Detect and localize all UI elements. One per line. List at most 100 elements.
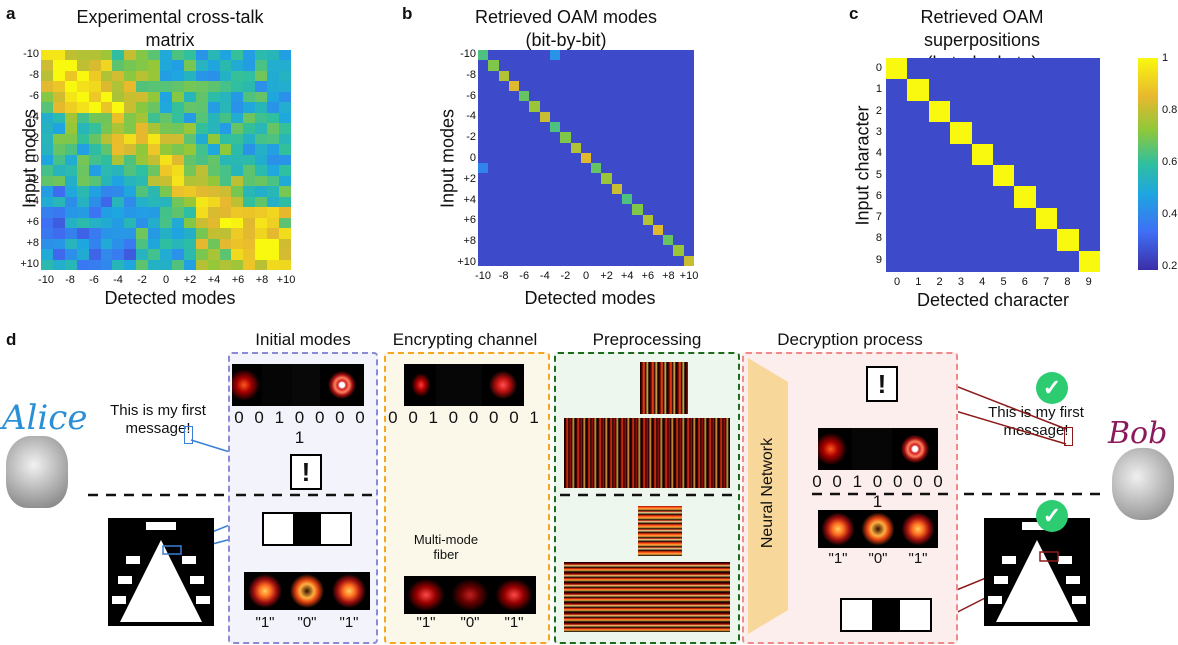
heatmap-cell bbox=[488, 80, 499, 92]
heatmap-cell bbox=[100, 259, 113, 270]
heatmap-cell bbox=[642, 193, 653, 205]
heatmap-cell bbox=[508, 132, 520, 143]
heatmap-cell bbox=[41, 112, 53, 124]
heatmap-cell bbox=[683, 245, 694, 256]
heatmap-cell bbox=[529, 101, 540, 112]
heatmap-cell bbox=[611, 111, 622, 122]
tick-label: -10 bbox=[23, 48, 39, 60]
heatmap-cell bbox=[64, 91, 77, 103]
heatmap-cell bbox=[255, 102, 268, 113]
heatmap-cell bbox=[52, 102, 65, 113]
heatmap-cell bbox=[508, 163, 520, 174]
heatmap-cell bbox=[591, 142, 602, 153]
bit-string: 0 0 1 0 0 0 0 1 bbox=[388, 408, 542, 427]
heatmap-cell bbox=[183, 259, 196, 270]
heatmap-cell bbox=[519, 142, 530, 153]
heatmap-cell bbox=[580, 245, 592, 256]
heatmap-cell bbox=[478, 224, 489, 236]
heatmap-cell bbox=[488, 132, 499, 143]
heatmap-cell bbox=[148, 70, 161, 82]
heatmap-cell bbox=[171, 70, 184, 82]
heatmap-cell bbox=[160, 70, 172, 82]
heatmap-cell bbox=[632, 255, 643, 266]
heatmap-cell bbox=[652, 132, 664, 143]
heatmap-cell bbox=[580, 70, 592, 81]
heatmap-cell bbox=[549, 173, 561, 184]
heatmap-cell bbox=[76, 102, 89, 113]
heatmap-cell bbox=[601, 214, 612, 225]
heatmap-cell bbox=[183, 249, 196, 260]
heatmap-cell bbox=[279, 238, 291, 250]
heatmap-cell bbox=[100, 81, 113, 92]
heatmap-cell bbox=[508, 80, 520, 92]
speckle-frame bbox=[404, 576, 448, 614]
heatmap-cell bbox=[1035, 250, 1058, 272]
heatmap-cell bbox=[549, 121, 561, 133]
heatmap-cell bbox=[41, 228, 53, 239]
heatmap-cell bbox=[195, 133, 208, 145]
tick-label: -4 bbox=[113, 274, 123, 286]
heatmap-cell bbox=[76, 133, 89, 145]
heatmap-cell bbox=[632, 132, 643, 143]
heatmap-cell bbox=[928, 250, 951, 272]
heatmap-cell bbox=[478, 152, 489, 164]
heatmap-cell bbox=[88, 217, 101, 229]
heatmap-cell bbox=[621, 80, 633, 92]
heatmap-cell bbox=[508, 60, 520, 71]
heatmap-cell bbox=[611, 235, 622, 246]
tick-label: 9 bbox=[1085, 276, 1092, 288]
heatmap-cell bbox=[673, 60, 684, 71]
heatmap-cell bbox=[621, 132, 633, 143]
heatmap-cell bbox=[591, 152, 602, 164]
heatmap-cell bbox=[673, 255, 684, 266]
heatmap-cell bbox=[64, 70, 77, 82]
heatmap-cell bbox=[992, 58, 1015, 80]
heatmap-cell bbox=[673, 101, 684, 112]
heatmap-cell bbox=[160, 81, 172, 92]
heatmap-cell bbox=[539, 142, 550, 153]
heatmap-cell bbox=[591, 91, 602, 102]
heatmap-cell bbox=[124, 144, 137, 155]
heatmap-cell bbox=[539, 50, 550, 61]
heatmap-cell bbox=[601, 111, 612, 122]
heatmap-cell bbox=[488, 193, 499, 205]
crosstalk-heatmap bbox=[41, 50, 291, 270]
heatmap-cell bbox=[171, 91, 184, 103]
heatmap-cell bbox=[560, 152, 571, 164]
heatmap-cell bbox=[1014, 122, 1036, 144]
heatmap-cell bbox=[663, 163, 674, 174]
heatmap-cell bbox=[529, 70, 540, 81]
decoded-pixel-block bbox=[840, 598, 932, 632]
tick-label: 0 bbox=[162, 274, 170, 286]
heatmap-cell bbox=[478, 80, 489, 92]
heatmap-cell bbox=[148, 249, 161, 260]
heatmap-cell bbox=[519, 60, 530, 71]
heatmap-cell bbox=[171, 154, 184, 166]
heatmap-cell bbox=[88, 50, 101, 61]
heatmap-cell bbox=[508, 142, 520, 153]
heatmap-cell bbox=[601, 183, 612, 194]
heatmap-cell bbox=[64, 259, 77, 270]
heatmap-cell bbox=[580, 60, 592, 71]
heatmap-cell bbox=[950, 143, 972, 165]
heatmap-cell bbox=[76, 186, 89, 197]
heatmap-cell bbox=[148, 175, 161, 187]
tick-label: 1 bbox=[915, 276, 922, 288]
heatmap-cell bbox=[136, 259, 149, 270]
heatmap-cell bbox=[255, 70, 268, 82]
tick-label: 0 bbox=[893, 276, 901, 288]
heatmap-cell bbox=[171, 175, 184, 187]
neural-network-block: Neural Network bbox=[748, 358, 788, 634]
fiber-label: Multi-mode fiber bbox=[413, 532, 479, 562]
heatmap-cell bbox=[907, 186, 929, 208]
heatmap-cell bbox=[207, 102, 220, 113]
heatmap-cell bbox=[243, 186, 256, 197]
heatmap-cell bbox=[124, 217, 137, 229]
heatmap-cell bbox=[673, 183, 684, 194]
heatmap-cell bbox=[243, 70, 256, 82]
tick-label: 7 bbox=[1043, 276, 1050, 288]
heatmap-cell bbox=[41, 154, 53, 166]
heatmap-cell bbox=[652, 204, 664, 215]
heatmap-cell bbox=[243, 91, 256, 103]
heatmap-cell bbox=[621, 173, 633, 184]
